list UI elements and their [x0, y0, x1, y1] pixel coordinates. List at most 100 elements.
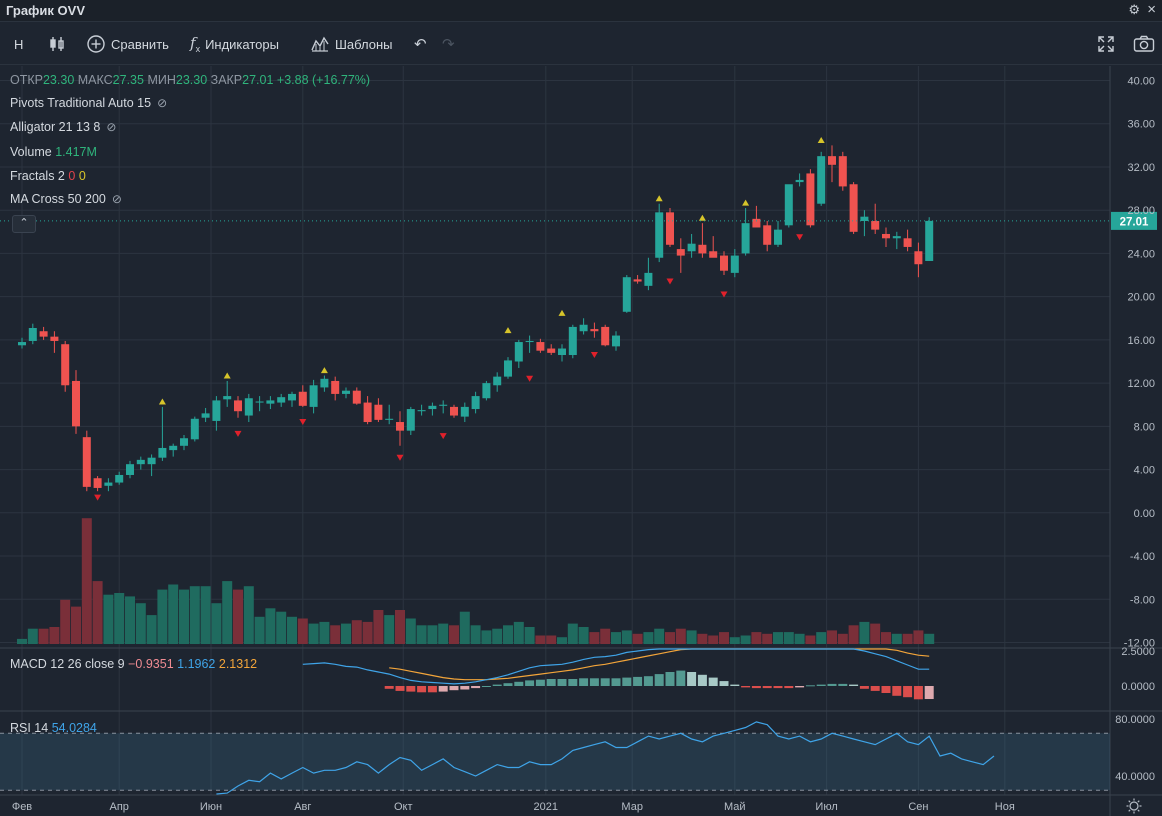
candle-body: [298, 391, 307, 406]
macd-histogram-bar: [406, 686, 416, 692]
macd-tick-label: 2.5000: [1121, 646, 1155, 658]
close-icon[interactable]: ×: [1147, 1, 1156, 18]
macd-histogram-bar: [795, 686, 805, 688]
settings-icon: [1137, 800, 1140, 803]
candle-body: [482, 383, 491, 399]
candles-icon: [50, 37, 64, 51]
candle-body: [234, 400, 242, 412]
pivots-legend[interactable]: Pivots Traditional Auto 15 ⊘: [10, 96, 167, 110]
volume-bar: [805, 635, 816, 644]
compare-button[interactable]: Сравнить: [86, 33, 169, 55]
x-tick-label: Авг: [294, 801, 311, 813]
last-price-label: 27.01: [1120, 216, 1149, 228]
last-price-badge: [1111, 211, 1157, 230]
volume-bar: [503, 625, 513, 644]
volume-bar: [254, 616, 265, 644]
volume-bar: [92, 581, 103, 644]
macd-line: [302, 648, 930, 685]
candle-body: [547, 348, 556, 353]
volume-bar: [816, 632, 827, 644]
candle-body: [655, 212, 664, 258]
volume-bar: [189, 586, 200, 644]
hidden-eye-icon[interactable]: ⊘: [111, 192, 122, 206]
volume-bar: [719, 632, 729, 644]
redo-icon: ↷: [442, 36, 455, 53]
candle-body: [817, 156, 826, 204]
volume-bar: [114, 593, 125, 644]
volume-bar: [308, 623, 319, 644]
undo-button[interactable]: ↶: [414, 33, 427, 55]
candle-body: [849, 184, 858, 232]
volume-bar: [319, 621, 330, 644]
candle-body: [277, 397, 286, 403]
macd-hist-value: −0.9351: [128, 657, 174, 671]
candle-body: [50, 336, 59, 341]
macd-legend[interactable]: MACD 12 26 close 9 −0.9351 1.1962 2.1312: [10, 657, 257, 671]
macd-histogram-bar: [687, 672, 697, 686]
fullscreen-button[interactable]: [1097, 33, 1115, 55]
x-tick-label: 2021: [534, 801, 558, 813]
volume-bar: [276, 611, 287, 644]
y-tick-label: 36.00: [1127, 119, 1155, 131]
volume-bar: [287, 616, 297, 644]
candle-body: [763, 225, 772, 245]
fractal-down-marker: [526, 375, 534, 382]
volume-bar: [697, 633, 708, 644]
volume-bar: [859, 621, 870, 644]
y-tick-label: -8.00: [1130, 594, 1155, 606]
volume-bar: [675, 628, 686, 644]
indicators-button[interactable]: fx Индикаторы: [190, 33, 279, 55]
volume-bar: [330, 625, 341, 644]
hidden-eye-icon[interactable]: ⊘: [106, 120, 117, 134]
screenshot-button[interactable]: [1133, 33, 1155, 55]
redo-button[interactable]: ↷: [442, 33, 455, 55]
macd-histogram-bar: [471, 686, 481, 689]
candle-body: [644, 272, 653, 286]
rsi-legend[interactable]: RSI 14 54.0284: [10, 721, 97, 735]
volume-legend[interactable]: Volume 1.417M: [10, 145, 97, 159]
volume-bar: [470, 625, 481, 644]
macd-histogram-bar: [384, 686, 394, 689]
volume-bar: [902, 633, 913, 644]
candle-body: [331, 380, 340, 394]
alligator-legend[interactable]: Alligator 21 13 8 ⊘: [10, 120, 116, 134]
candle-body: [514, 342, 523, 362]
volume-bar: [17, 638, 27, 644]
candle-body: [806, 173, 815, 226]
macd-histogram-bar: [417, 686, 427, 693]
fractal-down-marker: [796, 234, 804, 241]
ma-cross-legend[interactable]: MA Cross 50 200 ⊘: [10, 192, 122, 206]
hidden-eye-icon[interactable]: ⊘: [157, 96, 168, 110]
interval-button[interactable]: H: [14, 33, 23, 55]
x-tick-label: Июл: [815, 801, 837, 813]
ohlc-legend: ОТКР23.30 МАКС27.35 МИН23.30 ЗАКР27.01 +…: [10, 73, 370, 87]
candle-body: [892, 236, 901, 239]
fractals-label: Fractals 2: [10, 169, 65, 183]
candle-body: [363, 402, 372, 423]
macd-histogram-bar: [611, 678, 621, 686]
settings-icon: [1137, 809, 1140, 812]
macd-histogram-bar: [395, 686, 405, 691]
y-tick-label: 0.00: [1134, 508, 1155, 520]
volume-bar: [481, 630, 492, 644]
candle-body: [741, 223, 750, 254]
macd-histogram-bar: [622, 677, 632, 686]
candle-body: [709, 251, 718, 258]
collapse-legend-button[interactable]: ⌃: [12, 215, 36, 233]
fractals-legend[interactable]: Fractals 2 0 0: [10, 169, 86, 183]
macd-histogram-bar: [805, 685, 815, 687]
candle-body: [158, 447, 167, 458]
volume-bar: [395, 610, 405, 644]
candle-body: [169, 445, 178, 451]
volume-bar: [773, 632, 783, 644]
macd-histogram-bar: [665, 672, 675, 686]
macd-histogram-bar: [503, 683, 513, 686]
volume-bar: [297, 618, 308, 644]
templates-button[interactable]: Шаблоны: [310, 33, 393, 55]
chart-area[interactable]: 27.01 40.00 36.00 32.00 28.00 24.00 20.00 16.00…: [0, 66, 1162, 816]
volume-bar: [373, 610, 384, 644]
high-label: МАКС: [77, 73, 113, 87]
candle-body: [860, 216, 869, 221]
candle-type-button[interactable]: [48, 33, 66, 55]
gear-icon[interactable]: ⚙: [1128, 2, 1140, 17]
